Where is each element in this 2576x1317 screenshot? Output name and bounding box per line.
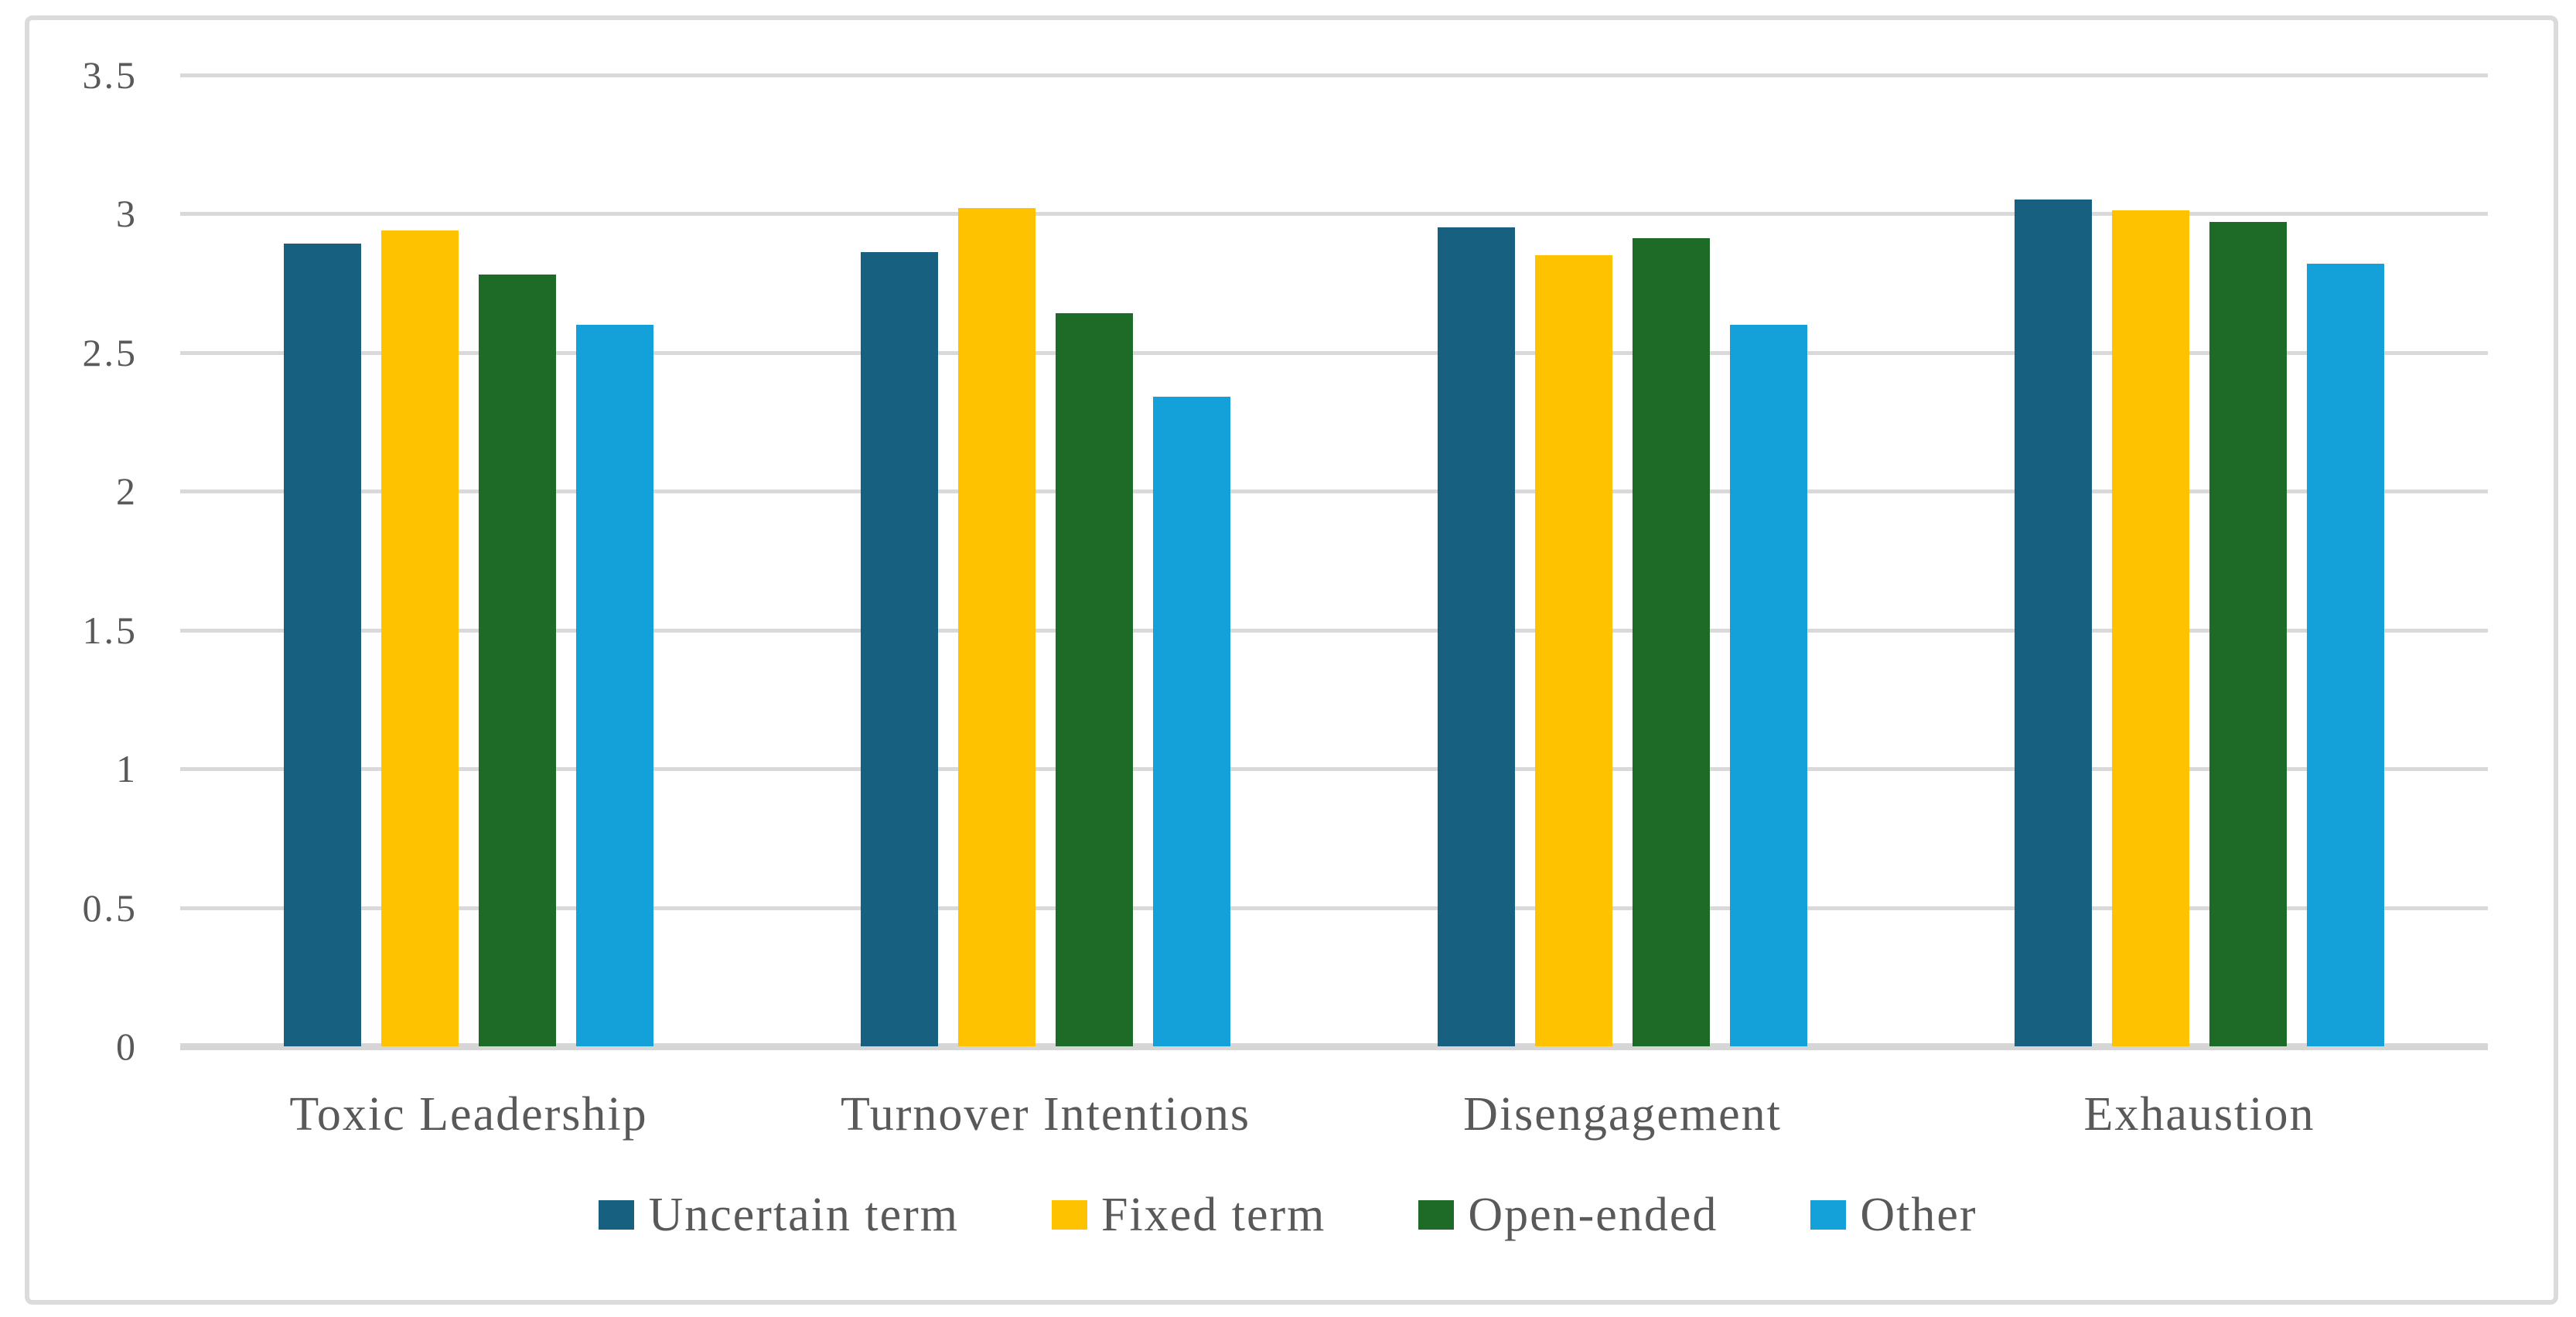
bar-uncertain-term-exhaustion — [2015, 200, 2092, 1046]
bar-other-toxic-leadership — [576, 324, 653, 1046]
category-label-exhaustion: Exhaustion — [2083, 1088, 2315, 1141]
y-tick-label-0: 0 — [116, 1025, 138, 1068]
y-tick-label-0.5: 0.5 — [82, 885, 138, 930]
bar-uncertain-term-toxic-leadership — [284, 244, 361, 1046]
gridline-3 — [180, 212, 2488, 216]
legend-marker-fixed-term — [1052, 1200, 1088, 1230]
y-tick-label-3: 3 — [116, 192, 138, 235]
category-label-turnover-intentions: Turnover Intentions — [841, 1088, 1250, 1141]
gridline-2 — [180, 490, 2488, 493]
bar-fixed-term-disengagement — [1535, 254, 1612, 1046]
bar-open-ended-toxic-leadership — [479, 274, 556, 1046]
y-tick-label-2: 2 — [116, 469, 138, 513]
bar-fixed-term-exhaustion — [2112, 210, 2189, 1046]
y-tick-label-3.5: 3.5 — [82, 53, 138, 97]
x-axis-line — [180, 1043, 2488, 1050]
y-tick-label-1: 1 — [116, 747, 138, 790]
category-label-toxic-leadership: Toxic Leadership — [289, 1088, 648, 1141]
gridline-2.5 — [180, 350, 2488, 355]
gridline-1.5 — [180, 628, 2488, 633]
bar-fixed-term-turnover-intentions — [958, 207, 1036, 1046]
bar-other-exhaustion — [2307, 263, 2384, 1046]
bar-other-turnover-intentions — [1153, 396, 1230, 1046]
legend: Uncertain term Fixed term Open-ended Other — [0, 1189, 2576, 1240]
bar-open-ended-exhaustion — [2209, 221, 2287, 1046]
legend-marker-open-ended — [1418, 1200, 1455, 1230]
gridline-0.5 — [180, 906, 2488, 910]
legend-marker-other — [1810, 1200, 1847, 1230]
bar-fixed-term-toxic-leadership — [381, 230, 459, 1046]
legend-item-open-ended: Open-ended — [1418, 1189, 1718, 1240]
legend-item-fixed-term: Fixed term — [1052, 1189, 1326, 1240]
gridline-3.5 — [180, 73, 2488, 77]
legend-item-other: Other — [1810, 1189, 1977, 1240]
bar-open-ended-turnover-intentions — [1056, 313, 1133, 1046]
legend-label-fixed-term: Fixed term — [1101, 1189, 1326, 1241]
y-tick-label-2.5: 2.5 — [82, 330, 138, 374]
legend-label-other: Other — [1860, 1189, 1977, 1241]
bar-uncertain-term-turnover-intentions — [861, 252, 938, 1046]
bar-other-disengagement — [1730, 324, 1807, 1046]
gridline-1 — [180, 767, 2488, 771]
category-label-disengagement: Disengagement — [1463, 1088, 1782, 1141]
y-tick-label-1.5: 1.5 — [82, 608, 138, 652]
legend-label-uncertain-term: Uncertain term — [648, 1189, 960, 1241]
bar-uncertain-term-disengagement — [1438, 227, 1515, 1046]
bar-open-ended-disengagement — [1633, 238, 1710, 1046]
legend-item-uncertain-term: Uncertain term — [599, 1189, 959, 1240]
legend-marker-uncertain-term — [599, 1200, 635, 1230]
legend-label-open-ended: Open-ended — [1468, 1189, 1718, 1241]
